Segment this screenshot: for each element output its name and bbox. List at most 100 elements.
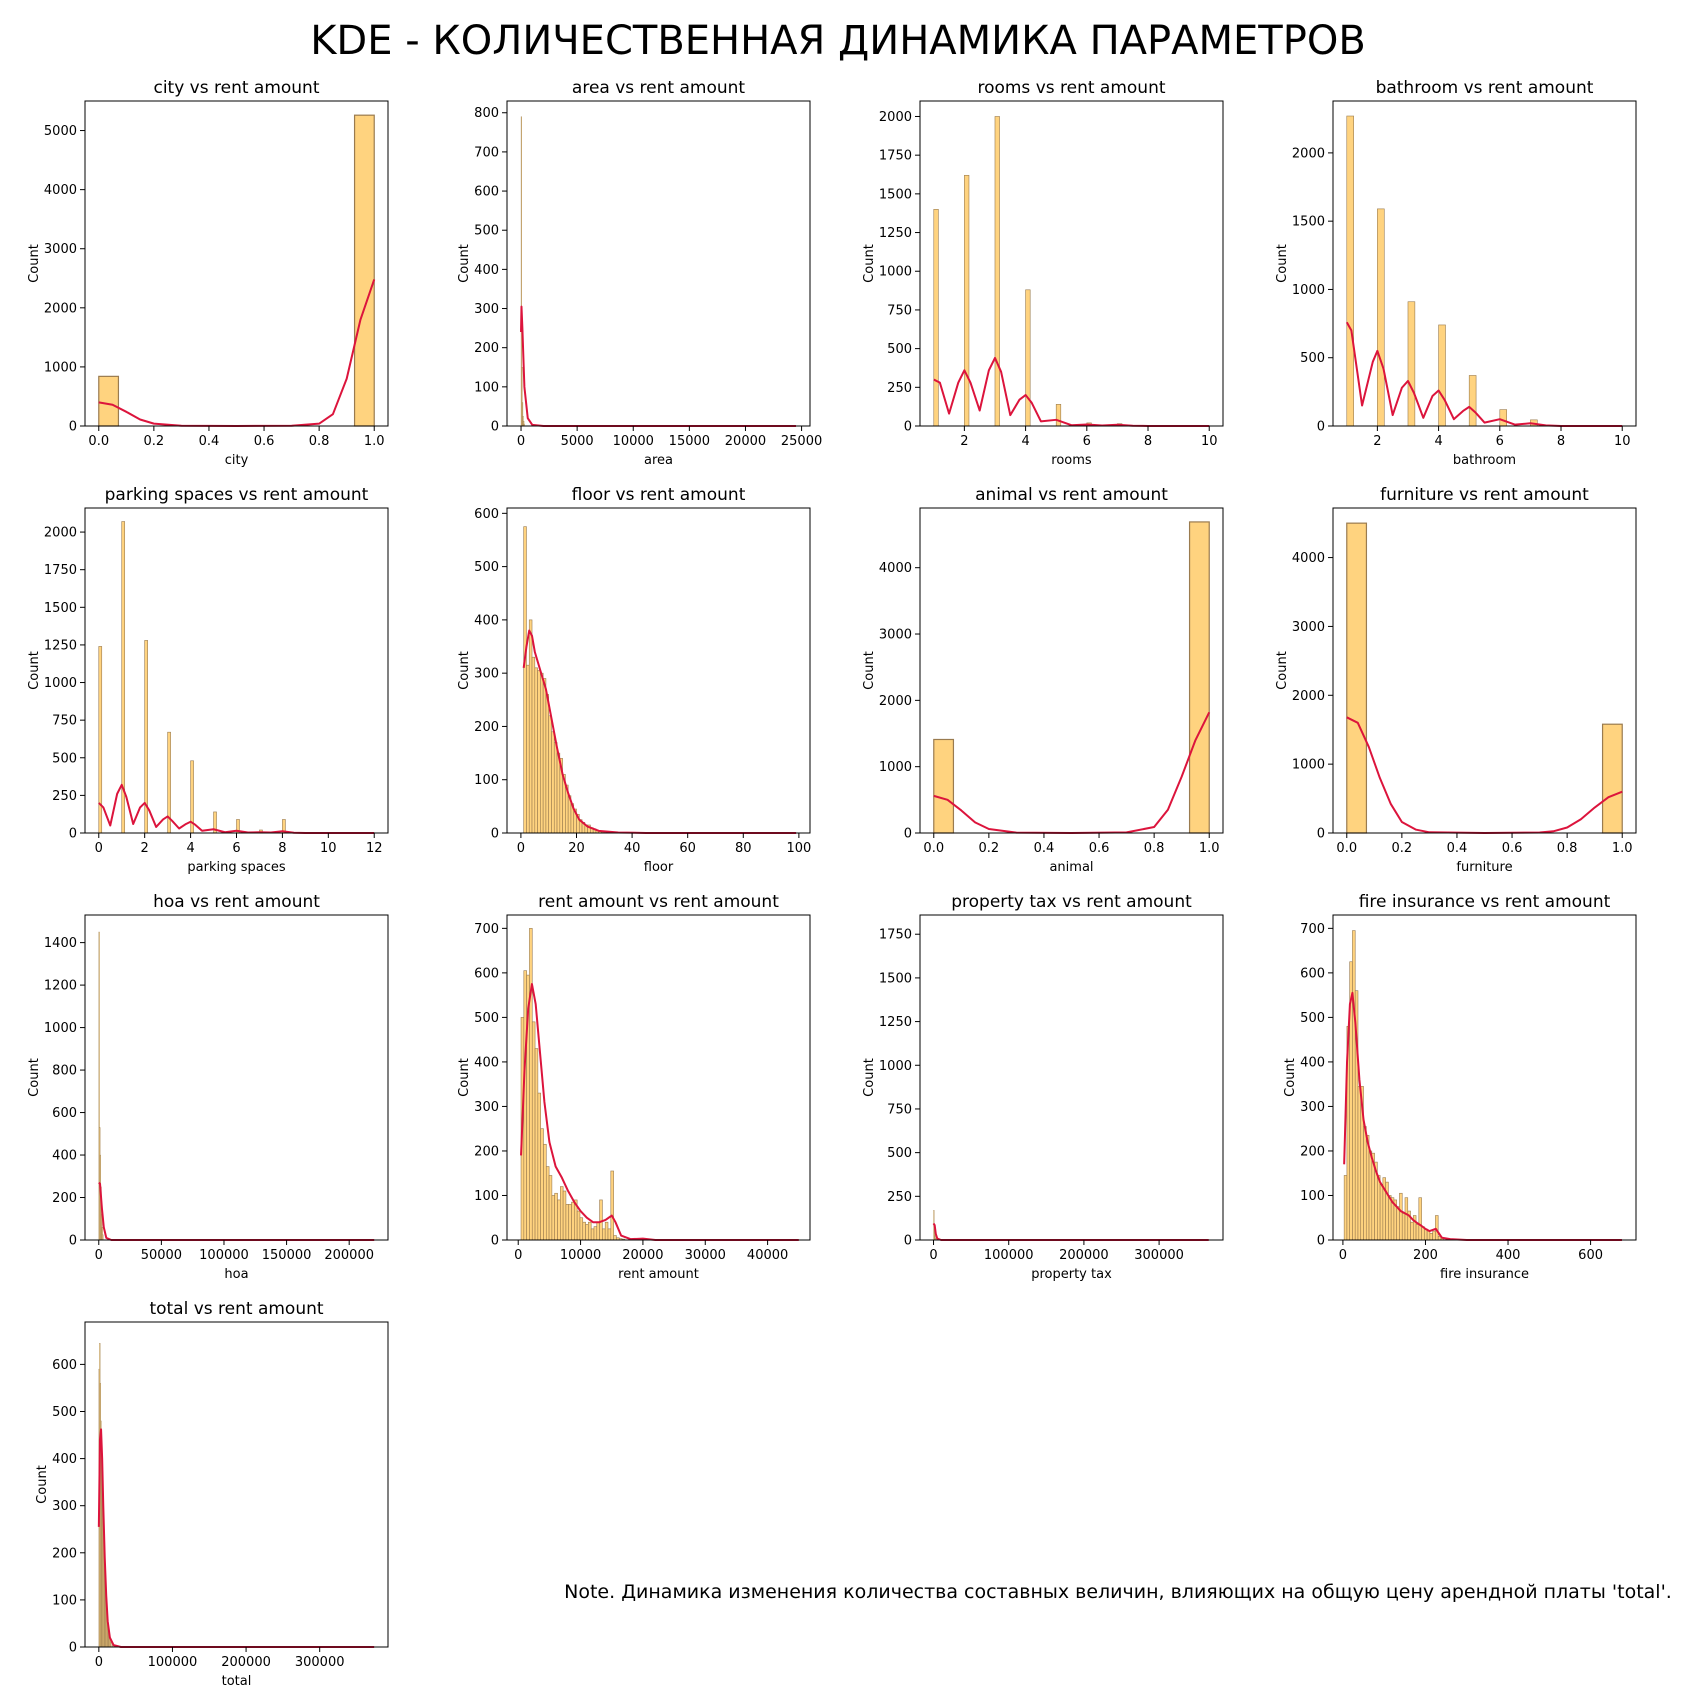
subplot: 0.0 0.2 0.4 0.6 0.8 1.0 0 1000 2000 3000 4000 anima… [862,485,1224,875]
y-tick-label: 1000 [1292,283,1325,298]
y-tick-label: 500 [1300,1011,1325,1026]
y-axis-label: Count [1275,244,1290,283]
x-tick-label: 0 [1339,1248,1347,1263]
kde-line [520,305,796,427]
x-tick-label: 0.0 [1336,841,1357,856]
y-tick-label: 1000 [879,760,912,775]
y-tick-label: 800 [474,106,499,121]
kde-line [933,356,1210,427]
histogram-bar [1352,930,1356,1241]
y-tick-label: 500 [52,1405,77,1420]
y-tick-label: 750 [52,714,77,729]
x-tick-label: 0.0 [88,434,109,449]
y-axis-label: Count [862,244,877,283]
y-tick-label: 1250 [879,226,912,241]
histogram-bar [1601,723,1623,834]
panels: 0.0 0.2 0.4 0.6 0.8 1.0010002000300040005000c… [27,78,1637,1689]
y-tick-label: 400 [474,1055,499,1070]
y-axis-label: Count [35,1465,50,1504]
y-tick-label: 1750 [879,928,912,943]
y-tick-label: 2000 [879,694,912,709]
y-tick-label: 4000 [44,183,77,198]
y-tick-label: 1500 [44,601,77,616]
axes-frame [1332,507,1637,834]
x-axis-label: floor [644,860,674,875]
y-tick-label: 500 [474,224,499,239]
histogram-bar [585,1224,589,1241]
histogram-bar [579,1217,584,1241]
y-tick-label: 250 [887,1190,912,1205]
y-tick-label: 200 [1300,1144,1325,1159]
x-tick-label: 0.2 [144,434,165,449]
y-tick-label: 100 [474,380,499,395]
x-tick-label: 100000 [148,1655,198,1670]
y-tick-label: 250 [52,789,77,804]
x-axis-label: rooms [1051,453,1092,468]
histogram-bar [1379,1184,1384,1241]
axes-frame [919,100,1224,427]
axes-frame [84,914,389,1241]
histogram-bar [613,1235,617,1241]
y-tick-label: 300 [474,302,499,317]
y-tick-label: 1750 [879,149,912,164]
histogram-bar [1404,1197,1409,1241]
x-tick-label: 0.6 [1502,841,1523,856]
y-tick-label: 600 [474,185,499,200]
x-axis-label: property tax [1031,1267,1112,1282]
subplot-title: animal vs rent amount [975,485,1168,505]
subplot: 2 4 6 8 10 0 500 1000 1500 2000 bathroom vs rent a… [1275,78,1637,468]
y-axis-label: Count [862,651,877,690]
y-tick-label: 0 [491,827,499,842]
y-tick-label: 750 [887,1102,912,1117]
histogram-bar [528,619,533,834]
axes-frame [506,914,811,1241]
y-tick-label: 0 [69,1234,77,1249]
y-tick-label: 2000 [1292,146,1325,161]
axes-frame [506,507,811,834]
kde-line [97,1428,375,1648]
x-tick-label: 20000 [622,1248,663,1263]
y-axis-label: Count [1275,651,1290,690]
axes-frame [84,1321,389,1648]
x-tick-label: 0.4 [1034,841,1055,856]
y-tick-label: 2000 [44,301,77,316]
y-tick-label: 0 [904,420,912,435]
y-tick-label: 1000 [879,1059,912,1074]
subplot-title: bathroom vs rent amount [1376,78,1594,98]
y-tick-label: 1250 [44,638,77,653]
y-tick-label: 0 [491,420,499,435]
histogram-bars [933,521,1210,834]
x-axis-label: animal [1049,860,1093,875]
y-tick-label: 2000 [44,526,77,541]
histogram-bar [110,1642,112,1648]
y-tick-label: 4000 [879,561,912,576]
y-tick-label: 300 [1300,1100,1325,1115]
y-axis-label: Count [862,1058,877,1097]
histogram-bar [604,1221,609,1241]
y-axis-label: Count [27,651,42,690]
x-tick-label: 0 [95,1248,103,1263]
y-tick-label: 1250 [879,1015,912,1030]
x-tick-label: 20 [568,841,585,856]
subplot: 0.0 0.2 0.4 0.6 0.8 1.0 0 1000 2000 3000 4000 5000 c… [27,78,389,468]
histogram-bar [1377,1175,1381,1241]
x-tick-label: 8 [1144,434,1152,449]
kde-line [98,783,375,834]
y-tick-label: 300 [52,1499,77,1514]
figure-title: KDE - КОЛИЧЕСТВЕННАЯ ДИНАМИКА ПАРАМЕТРОВ [310,18,1366,64]
kde-line [98,1181,375,1241]
subplot-title: property tax vs rent amount [951,892,1192,912]
histogram-bar [933,738,955,834]
histogram-bar [1346,115,1354,427]
figure-note: Note. Динамика изменения количества сост… [564,1581,1672,1603]
y-tick-label: 0 [1317,1234,1325,1249]
y-tick-label: 100 [474,773,499,788]
x-tick-label: 12 [366,841,383,856]
x-tick-label: 200000 [1059,1248,1109,1263]
x-tick-label: 10 [1201,434,1218,449]
x-tick-label: 4 [1434,434,1442,449]
x-tick-label: 200 [1413,1248,1438,1263]
axes-frame [1332,914,1637,1241]
x-tick-label: 6 [1496,434,1504,449]
x-tick-label: 200000 [221,1655,271,1670]
